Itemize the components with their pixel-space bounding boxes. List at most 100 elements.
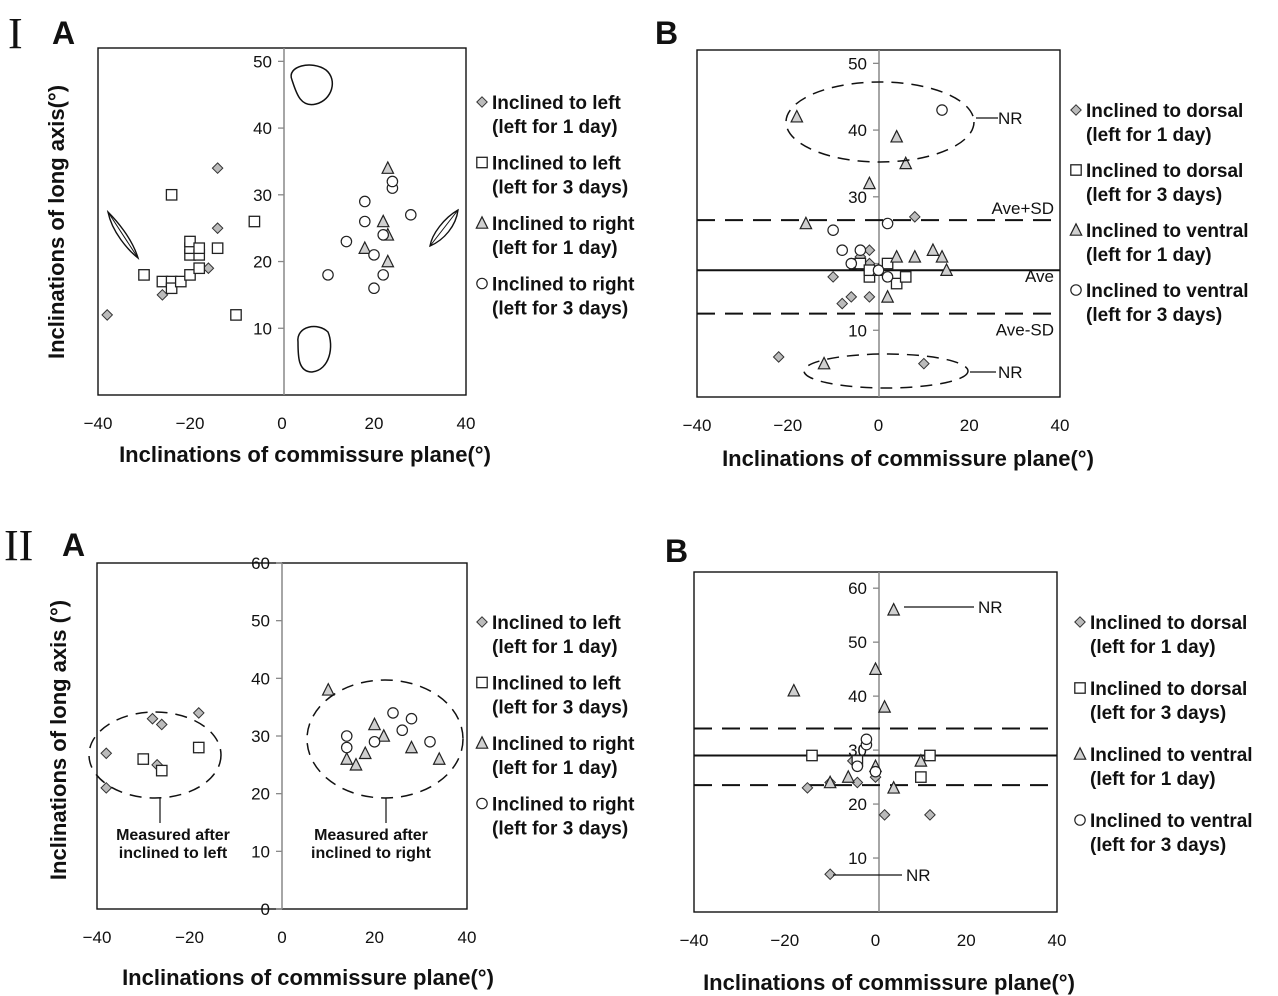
data-point-circle [855,245,865,255]
legend-sublabel: (left for 1 day) [1090,769,1216,790]
panel-label: B [665,533,688,569]
legend-marker [1075,683,1085,693]
legend-sublabel: (left for 1 day) [1086,125,1212,146]
panel-label: A [62,527,85,563]
y-tick-label: 30 [251,727,270,746]
y-tick-label: 40 [848,121,867,140]
y-tick-label: 20 [253,253,272,272]
reference-line-label: Ave+SD [991,199,1054,218]
x-tick-label: 20 [365,928,384,947]
legend-label: Inclined to left [492,93,621,114]
y-tick-label: 50 [253,52,272,71]
y-tick-label: 30 [848,188,867,207]
legend-label: Inclined to right [492,275,635,296]
legend-label: Inclined to right [492,795,635,816]
x-tick-label: −20 [770,931,799,950]
data-point-circle [387,176,397,186]
data-point-square [194,243,204,253]
x-tick-label: 0 [277,928,286,947]
data-point-circle [852,761,862,771]
plot-area [694,572,1057,912]
x-tick-label: 40 [1051,416,1070,435]
x-tick-label: 40 [457,414,476,433]
x-axis-title: Inclinations of commissure plane(°) [722,446,1094,471]
y-tick-label: 60 [251,554,270,573]
legend-marker [477,278,487,288]
legend-sublabel: (left for 3 days) [1090,703,1226,724]
chart-panel-IA: 1020304050−40 −20 0 20 40Inclinations of com… [44,48,635,467]
y-tick-label: 10 [848,321,867,340]
legend-sublabel: (left for 1 day) [1090,637,1216,658]
data-point-circle [342,742,352,752]
y-tick-label: 40 [251,669,270,688]
legend-label: Inclined to ventral [1086,281,1249,302]
y-tick-label: 40 [253,119,272,138]
reference-line-label: Ave [1025,267,1054,286]
x-tick-label: −20 [176,414,205,433]
legend-marker [477,617,487,627]
y-tick-label: 20 [848,795,867,814]
data-point-circle [870,766,880,776]
legend-marker [1075,617,1085,627]
legend-sublabel: (left for 1 day) [1086,245,1212,266]
legend-marker [477,798,487,808]
legend-marker [1071,285,1081,295]
section-label: I [8,9,23,58]
legend-marker [1075,815,1085,825]
x-tick-label: 40 [1048,931,1067,950]
legend-sublabel: (left for 3 days) [492,819,628,840]
x-axis-title: Inclinations of commissure plane(°) [703,970,1075,995]
data-point-square [901,272,911,282]
chart-panel-IIA: 0 10 20 30 40 50 60 −40 −20 0 20 40 Inclinations of … [46,554,635,990]
legend-label: Inclined to dorsal [1086,161,1243,182]
data-point-square [882,258,892,268]
y-tick-label: 10 [848,849,867,868]
data-point-circle [341,236,351,246]
data-point-square [212,243,222,253]
legend-marker [477,677,487,687]
y-tick-label: 10 [253,319,272,338]
x-tick-label: 0 [871,931,880,950]
y-tick-label: 10 [251,842,270,861]
y-tick-label: 60 [848,579,867,598]
data-point-circle [425,737,435,747]
legend-marker [476,737,487,748]
y-tick-label: 50 [251,612,270,631]
x-tick-label: 40 [458,928,477,947]
panel-label: B [655,15,678,51]
data-point-circle [397,725,407,735]
x-tick-label: −40 [683,416,712,435]
chart-panel-IB: 1020304050−40−2002040Inclinations of com… [683,50,1249,471]
x-tick-label: −20 [773,416,802,435]
legend-sublabel: (left for 3 days) [1086,305,1222,326]
legend-label: Inclined to ventral [1090,745,1253,766]
panel-label: A [52,15,75,51]
x-tick-label: −40 [83,928,112,947]
data-point-square [194,742,204,752]
data-point-circle [369,283,379,293]
y-tick-label: 50 [848,633,867,652]
y-axis-title: Inclinations of long axis (°) [46,600,71,880]
nr-label: NR [998,109,1023,128]
group-annotation: inclined to left [119,845,228,862]
legend-label: Inclined to dorsal [1090,679,1247,700]
data-point-circle [360,196,370,206]
y-tick-label: 0 [261,900,270,919]
data-point-circle [937,105,947,115]
group-annotation: Measured after [116,827,230,844]
y-tick-label: 20 [251,785,270,804]
data-point-circle [882,272,892,282]
plot-area [98,48,466,395]
legend-sublabel: (left for 1 day) [492,117,618,138]
legend-label: Inclined to dorsal [1086,101,1243,122]
legend-sublabel: (left for 1 day) [492,758,618,779]
reference-line-label: Ave-SD [996,321,1054,340]
legend-sublabel: (left for 3 days) [492,698,628,719]
legend-label: Inclined to dorsal [1090,613,1247,634]
nr-label: NR [906,866,931,885]
legend-marker [477,157,487,167]
y-axis-title: Inclinations of long axis(°) [44,85,69,359]
y-tick-label: 50 [848,54,867,73]
x-tick-label: −40 [84,414,113,433]
data-point-circle [846,258,856,268]
